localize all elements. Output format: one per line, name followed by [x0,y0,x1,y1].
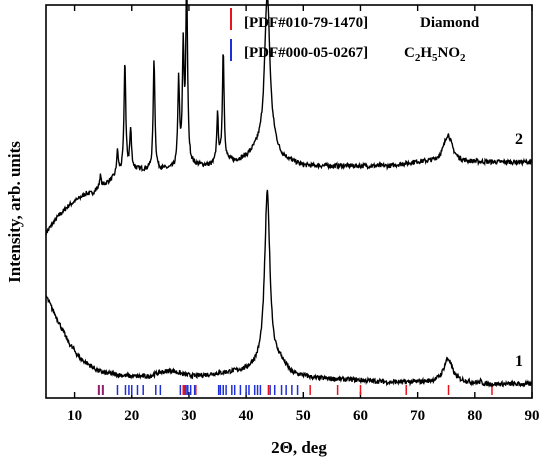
x-axis-title: 2Θ, deg [271,438,327,457]
x-tick-label: 80 [467,408,482,424]
curve-label-1: 1 [515,353,523,370]
legend-ref-glycine: [PDF#000-05-0267] [244,45,368,61]
x-tick-label: 20 [124,408,139,424]
curve-label-2: 2 [515,131,523,148]
plot-frame [45,4,533,399]
diffraction-curve-1 [45,189,533,388]
x-tick-label: 10 [67,408,82,424]
legend: [PDF#010-79-1470] Diamond [PDF#000-05-02… [230,8,480,64]
legend-phase-glycine: C2H5NO2 [404,45,466,64]
x-tick-label: 30 [181,408,196,424]
y-axis-title: Intensity, arb. units [5,141,24,283]
x-tick-label: 70 [410,408,425,424]
legend-phase-diamond: Diamond [420,15,480,31]
x-tick-label: 60 [353,408,368,424]
x-tick-label: 90 [525,408,540,424]
x-tick-label: 50 [296,408,311,424]
x-tick-label: 40 [239,408,254,424]
diffraction-curve-2 [45,0,533,236]
legend-ref-diamond: [PDF#010-79-1470] [244,15,368,31]
